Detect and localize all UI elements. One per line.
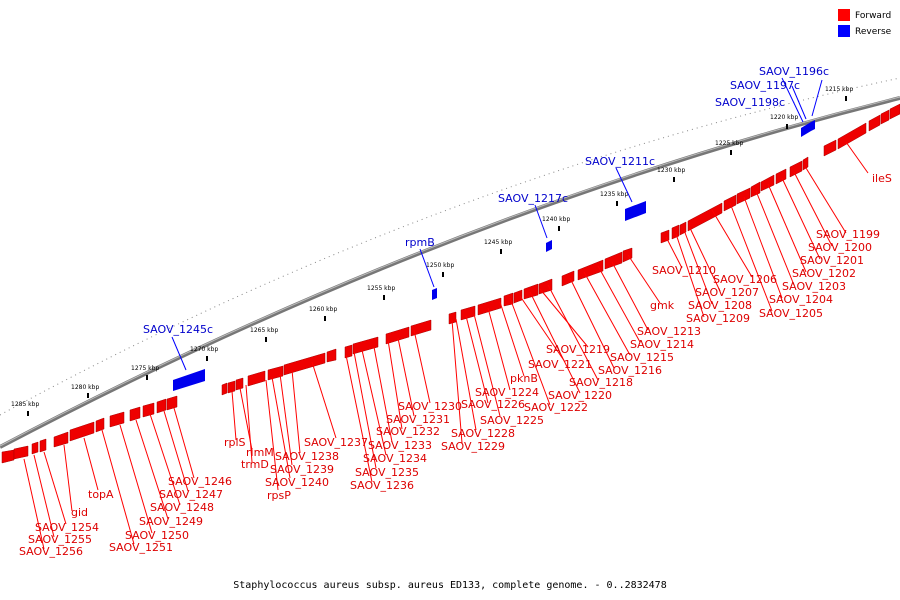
- gene-label: SAOV_1209: [686, 312, 750, 325]
- gene-label: SAOV_1225: [480, 414, 544, 427]
- gene-label: SAOV_1247: [159, 488, 223, 501]
- legend: Forward Reverse: [838, 9, 892, 37]
- gene-label: SAOV_1218: [569, 376, 633, 389]
- gene-label: SAOV_1197c: [730, 79, 800, 92]
- gene-label: gmk: [650, 299, 675, 312]
- gene-label: SAOV_1229: [441, 440, 505, 453]
- gene-label: SAOV_1214: [630, 338, 694, 351]
- gene-label: SAOV_1204: [769, 293, 833, 306]
- tick-label: 1220 kbp: [770, 114, 798, 121]
- map-caption: Staphylococcus aureus subsp. aureus ED13…: [233, 580, 666, 591]
- gene-label: SAOV_1215: [610, 351, 674, 364]
- gene-label: SAOV_1233: [368, 439, 432, 452]
- gene-label: SAOV_1246: [168, 475, 232, 488]
- gene-label: SAOV_1231: [386, 413, 450, 426]
- gene-label: SAOV_1202: [792, 267, 856, 280]
- legend-label-forward: Forward: [855, 11, 891, 21]
- gene-label: SAOV_1207: [695, 286, 759, 299]
- gene-label: SAOV_1201: [800, 254, 864, 267]
- gene-label: SAOV_1234: [363, 452, 427, 465]
- gene-label: SAOV_1254: [35, 521, 99, 534]
- gene-label: SAOV_1251: [109, 541, 173, 554]
- kbp-ticks: 1215 kbp 1220 kbp 1225 kbp 1230 kbp 1235…: [11, 86, 853, 408]
- gene-label: SAOV_1239: [270, 463, 334, 476]
- gene-label: SAOV_1232: [376, 425, 440, 438]
- forward-leader-lines: [23, 141, 869, 550]
- gene-label: SAOV_1256: [19, 545, 83, 558]
- gene-label: SAOV_1222: [524, 401, 588, 414]
- tick-label: 1235 kbp: [600, 191, 628, 198]
- gene-label: SAOV_1213: [637, 325, 701, 338]
- tick-label: 1245 kbp: [484, 239, 512, 246]
- gene-label: SAOV_1228: [451, 427, 515, 440]
- gene-label: SAOV_1238: [275, 450, 339, 463]
- gene-label: SAOV_1203: [782, 280, 846, 293]
- gene-label: pknB: [510, 372, 538, 385]
- gene-label: trmD: [241, 458, 269, 471]
- tick-label: 1255 kbp: [367, 285, 395, 292]
- gene-label: rplS: [224, 436, 246, 449]
- gene-label: SAOV_1235: [355, 466, 419, 479]
- gene-label: SAOV_1208: [688, 299, 752, 312]
- tick-label: 1230 kbp: [657, 167, 685, 174]
- gene-label: SAOV_1219: [546, 343, 610, 356]
- gene-label: SAOV_1230: [398, 400, 462, 413]
- gene-label: rpsP: [267, 489, 291, 502]
- gene-label: SAOV_1196c: [759, 65, 829, 78]
- gene-label: SAOV_1217c: [498, 192, 568, 205]
- gene-label: SAOV_1237: [304, 436, 368, 449]
- tick-label: 1240 kbp: [542, 216, 570, 223]
- scale-ruler: [0, 77, 900, 416]
- tick-label: 1275 kbp: [131, 365, 159, 372]
- tick-label: 1270 kbp: [190, 346, 218, 353]
- tick-label: 1260 kbp: [309, 306, 337, 313]
- legend-swatch-reverse: [838, 25, 850, 37]
- gene-label: SAOV_1221: [528, 358, 592, 371]
- gene-label: SAOV_1198c: [715, 96, 785, 109]
- legend-label-reverse: Reverse: [855, 27, 892, 37]
- gene-label: topA: [88, 488, 114, 501]
- reverse-gene-labels: SAOV_1196c SAOV_1197c SAOV_1198c SAOV_12…: [143, 65, 829, 336]
- tick-label: 1215 kbp: [825, 86, 853, 93]
- gene-label: SAOV_1226: [461, 398, 525, 411]
- gene-label: SAOV_1210: [652, 264, 716, 277]
- gene-label: SAOV_1245c: [143, 323, 213, 336]
- tick-label: 1280 kbp: [71, 384, 99, 391]
- gene-label: SAOV_1199: [816, 228, 880, 241]
- tick-label: 1250 kbp: [426, 262, 454, 269]
- gene-label: SAOV_1211c: [585, 155, 655, 168]
- gene-label: rpmB: [405, 236, 435, 249]
- gene-label: rimM: [246, 446, 274, 459]
- reverse-gene-blocks: [173, 120, 815, 391]
- gene-label: SAOV_1249: [139, 515, 203, 528]
- gene-label: SAOV_1224: [475, 386, 539, 399]
- tick-label: 1225 kbp: [715, 140, 743, 147]
- gene-label: SAOV_1220: [548, 389, 612, 402]
- gene-label: SAOV_1248: [150, 501, 214, 514]
- gene-label: SAOV_1240: [265, 476, 329, 489]
- genome-backbone: [0, 96, 900, 449]
- gene-label: SAOV_1250: [125, 529, 189, 542]
- gene-label: SAOV_1236: [350, 479, 414, 492]
- forward-gene-labels: ileS SAOV_1199 SAOV_1200 SAOV_1201 SAOV_…: [19, 172, 892, 558]
- gene-label: SAOV_1205: [759, 307, 823, 320]
- gene-label: gid: [71, 506, 88, 519]
- gene-label: SAOV_1206: [713, 273, 777, 286]
- gene-label: SAOV_1216: [598, 364, 662, 377]
- gene-label: SAOV_1255: [28, 533, 92, 546]
- legend-swatch-forward: [838, 9, 850, 21]
- tick-label: 1285 kbp: [11, 401, 39, 408]
- forward-gene-blocks: [1, 103, 900, 464]
- gene-label: ileS: [872, 172, 892, 185]
- gene-label: SAOV_1200: [808, 241, 872, 254]
- tick-label: 1265 kbp: [250, 327, 278, 334]
